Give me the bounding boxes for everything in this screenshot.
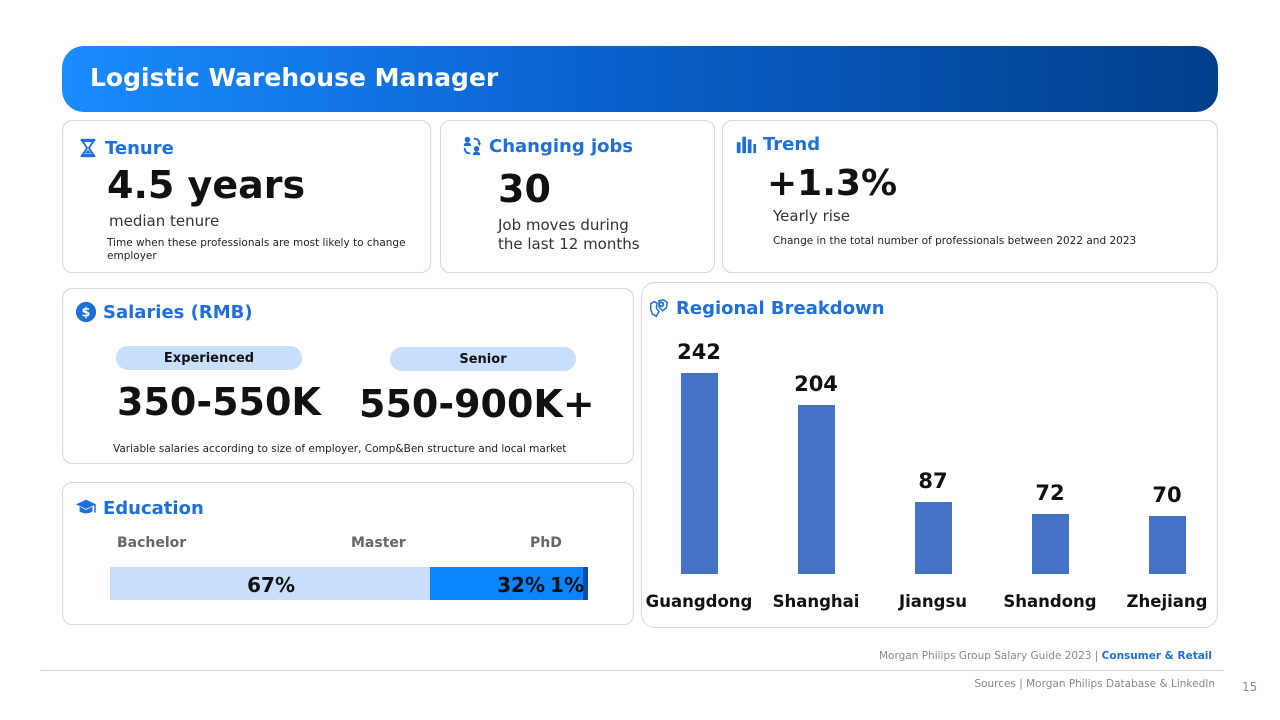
footer-guide: Morgan Philips Group Salary Guide 2023 |… — [879, 650, 1212, 662]
title-banner: Logistic Warehouse Manager — [62, 46, 1218, 112]
salaries-note: Variable salaries according to size of e… — [113, 443, 567, 455]
senior-salary: 550-900K+ — [359, 382, 595, 426]
changing-jobs-header: Changing jobs — [461, 135, 633, 157]
bar-category-shanghai: Shanghai — [772, 592, 860, 611]
education-percent-bachelor: 67% — [247, 573, 295, 597]
bachelor-label: Bachelor — [117, 535, 187, 551]
trend-title: Trend — [763, 133, 821, 155]
bar-value-zhejiang: 70 — [1152, 482, 1182, 507]
svg-text:$: $ — [82, 306, 91, 321]
page-number: 15 — [1242, 680, 1258, 694]
dollar-icon: $ — [75, 301, 97, 323]
bar-chart-icon — [736, 136, 757, 154]
bar-category-jiangsu: Jiangsu — [898, 592, 968, 611]
education-title: Education — [103, 497, 204, 519]
education-segment-master — [430, 567, 584, 600]
trend-card: Trend +1.3% Yearly rise Change in the to… — [722, 120, 1218, 273]
education-percent-master: 32% — [497, 573, 545, 597]
page-title: Logistic Warehouse Manager — [90, 63, 499, 92]
experienced-pill: Experienced — [116, 346, 302, 370]
footer-segment: Consumer & Retail — [1101, 650, 1212, 662]
tenure-title: Tenure — [105, 137, 174, 159]
salaries-title: Salaries (RMB) — [103, 301, 253, 323]
regional-card: Regional Breakdown — [641, 282, 1218, 628]
changing-jobs-title: Changing jobs — [489, 135, 634, 157]
trend-header: Trend — [735, 133, 820, 155]
bar-value-shandong: 72 — [1035, 481, 1065, 506]
bar-category-shandong: Shandong — [1003, 592, 1097, 611]
tenure-label: median tenure — [109, 212, 220, 230]
tenure-value: 4.5 years — [107, 163, 306, 207]
phd-label: PhD — [530, 535, 562, 551]
changing-jobs-label-2: the last 12 months — [498, 235, 640, 253]
bar-value-shanghai: 204 — [794, 371, 838, 396]
footer-divider — [40, 670, 1224, 671]
regional-header: Regional Breakdown — [648, 297, 885, 319]
master-label: Master — [351, 535, 406, 551]
trend-value: +1.3% — [767, 163, 898, 204]
salaries-card: $ Salaries (RMB) Experienced Senior 350-… — [62, 288, 634, 464]
bar-jiangsu — [914, 501, 952, 574]
education-segment-phd — [583, 567, 588, 600]
experienced-salary: 350-550K — [117, 380, 321, 424]
education-header: Education — [75, 497, 204, 519]
tenure-note: Time when these professionals are most l… — [107, 237, 406, 262]
changing-jobs-label-1: Job moves during — [498, 216, 629, 234]
map-pin-icon — [650, 298, 669, 318]
trend-note: Change in the total number of profession… — [773, 235, 1137, 247]
education-percent-phd: 1% — [550, 573, 584, 597]
bar-value-guangdong: 242 — [677, 340, 721, 364]
graduation-cap-icon — [75, 499, 97, 514]
tenure-card: Tenure 4.5 years median tenure Time when… — [62, 120, 431, 273]
swap-people-icon — [463, 136, 482, 156]
bar-value-jiangsu: 87 — [918, 468, 948, 493]
bar-shandong — [1031, 514, 1069, 574]
regional-title: Regional Breakdown — [676, 297, 885, 319]
bar-zhejiang — [1148, 515, 1186, 574]
bar-category-zhejiang: Zhejiang — [1126, 592, 1208, 611]
footer-sources: Sources | Morgan Philips Database & Link… — [974, 678, 1215, 690]
education-segment-bachelor — [110, 567, 431, 600]
trend-label: Yearly rise — [773, 207, 850, 225]
education-card: Education — [62, 482, 634, 625]
hourglass-icon — [80, 138, 96, 158]
bar-guangdong — [680, 373, 718, 574]
tenure-header: Tenure — [77, 137, 174, 159]
bar-shanghai — [797, 404, 835, 574]
senior-pill: Senior — [390, 347, 576, 371]
changing-jobs-card: Changing jobs 30 Job moves during the la… — [440, 120, 715, 273]
changing-jobs-value: 30 — [498, 167, 551, 211]
salaries-header: $ Salaries (RMB) — [75, 301, 253, 323]
bar-category-guangdong: Guangdong — [645, 592, 753, 611]
footer-guide-text: Morgan Philips Group Salary Guide 2023 | — [879, 650, 1099, 662]
